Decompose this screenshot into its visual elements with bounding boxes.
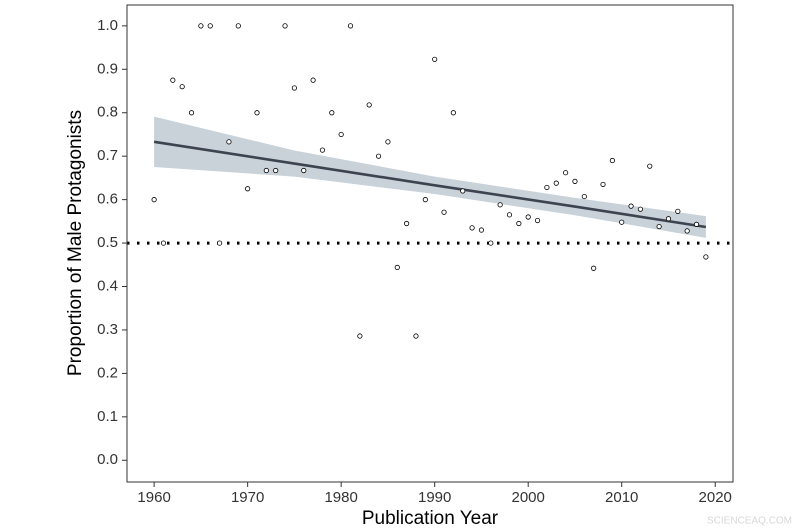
x-tick-label: 2020 — [699, 489, 732, 506]
x-tick-label: 1980 — [324, 489, 357, 506]
point — [170, 77, 176, 83]
point — [478, 227, 485, 233]
point — [245, 186, 251, 192]
point — [460, 188, 466, 194]
point — [544, 184, 550, 191]
watermark: SCIENCEAQ.COM — [707, 516, 792, 527]
point — [637, 206, 644, 212]
point — [553, 180, 559, 186]
y-tick-label: 0.1 — [97, 408, 118, 425]
point — [404, 220, 410, 227]
point — [179, 84, 185, 90]
point — [684, 228, 690, 234]
y-axis-label: Proportion of Male Protagonists — [65, 110, 86, 376]
y-tick-label: 0.0 — [97, 451, 118, 468]
point — [609, 157, 615, 164]
regression-line — [153, 140, 707, 229]
point — [338, 131, 344, 138]
point — [198, 23, 204, 29]
point — [310, 77, 316, 83]
point — [319, 147, 326, 153]
point — [525, 214, 531, 220]
point — [188, 110, 195, 116]
confidence-band — [154, 116, 706, 238]
point — [572, 178, 578, 184]
y-tick-label: 0.6 — [97, 191, 118, 208]
x-tick-label: 2000 — [512, 489, 545, 506]
y-tick-label: 0.9 — [97, 60, 118, 77]
point — [581, 193, 587, 200]
point — [432, 56, 438, 62]
point — [366, 102, 372, 108]
y-tick-label: 0.8 — [97, 104, 118, 121]
point — [563, 170, 569, 176]
point — [591, 265, 597, 271]
point — [301, 167, 307, 174]
point — [534, 217, 541, 224]
point — [254, 110, 260, 116]
point — [263, 167, 269, 174]
y-tick-label: 0.7 — [97, 147, 118, 164]
y-tick-label: 0.2 — [97, 364, 118, 381]
point — [385, 139, 391, 145]
x-tick-label: 2010 — [605, 489, 638, 506]
point — [151, 197, 157, 203]
x-tick-label: 1970 — [231, 489, 264, 506]
point — [497, 202, 503, 208]
point — [675, 208, 681, 214]
point — [516, 220, 522, 227]
point — [647, 163, 653, 169]
point — [226, 139, 232, 145]
point — [703, 254, 709, 260]
y-tick-label: 1.0 — [97, 17, 118, 34]
point — [235, 23, 241, 29]
point — [329, 110, 335, 116]
point — [413, 333, 419, 339]
point — [600, 181, 606, 188]
x-axis-label: Publication Year — [362, 508, 499, 529]
point — [422, 197, 428, 203]
point — [347, 23, 354, 29]
point — [488, 240, 494, 246]
y-tick-label: 0.4 — [97, 277, 118, 294]
point — [469, 225, 475, 231]
point — [619, 219, 625, 225]
point — [665, 216, 672, 222]
x-tick-label: 1990 — [418, 489, 451, 506]
y-tick-label: 0.5 — [97, 234, 118, 251]
point — [628, 203, 634, 209]
point — [450, 110, 456, 116]
point — [656, 223, 662, 230]
point — [207, 23, 213, 29]
point — [506, 212, 513, 218]
plot-border — [126, 4, 734, 483]
y-tick-label: 0.3 — [97, 321, 118, 338]
point — [357, 333, 363, 339]
point — [394, 264, 400, 270]
point — [375, 153, 382, 159]
point — [160, 240, 167, 246]
point — [441, 209, 447, 215]
point — [216, 240, 223, 246]
point — [693, 221, 700, 227]
x-tick-label: 1960 — [137, 489, 170, 506]
point — [282, 23, 288, 29]
point — [291, 85, 297, 91]
point — [273, 167, 279, 174]
